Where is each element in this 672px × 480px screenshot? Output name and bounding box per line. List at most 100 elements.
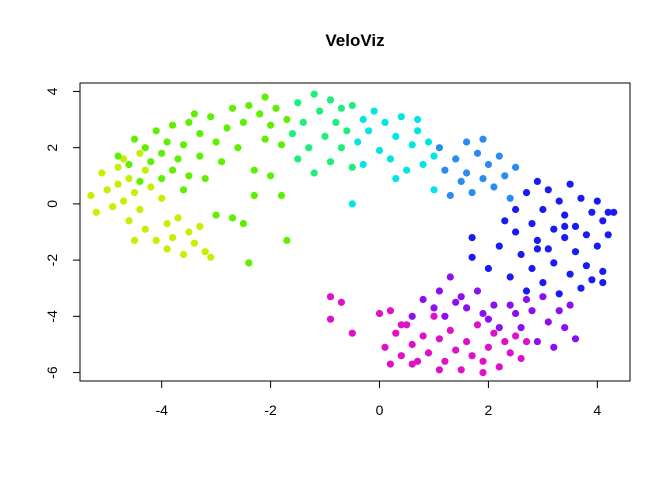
data-point bbox=[125, 217, 133, 225]
data-point bbox=[190, 239, 198, 247]
data-point bbox=[125, 175, 133, 183]
y-tick-label: 2 bbox=[44, 144, 60, 152]
data-point bbox=[544, 318, 552, 326]
data-point bbox=[484, 160, 492, 169]
data-point bbox=[120, 197, 128, 205]
data-point bbox=[468, 189, 476, 197]
data-point bbox=[386, 307, 394, 315]
data-point bbox=[517, 324, 525, 332]
data-point bbox=[239, 220, 247, 228]
data-point bbox=[452, 155, 460, 163]
data-point bbox=[261, 135, 269, 143]
data-point bbox=[163, 220, 171, 228]
data-point bbox=[207, 113, 215, 121]
x-tick-label: 2 bbox=[485, 402, 493, 418]
data-point bbox=[250, 191, 258, 200]
data-point bbox=[473, 321, 482, 329]
data-point bbox=[511, 163, 520, 171]
data-point bbox=[533, 236, 542, 244]
data-point bbox=[381, 118, 389, 126]
data-point bbox=[386, 360, 394, 368]
data-point bbox=[98, 169, 106, 177]
data-point bbox=[501, 172, 509, 180]
data-point bbox=[136, 177, 144, 185]
data-point bbox=[130, 236, 139, 244]
data-point bbox=[582, 231, 591, 239]
data-point bbox=[147, 158, 155, 166]
data-point bbox=[468, 253, 476, 261]
data-point bbox=[201, 175, 209, 183]
y-axis: -6 -4 -2 0 2 4 bbox=[44, 87, 81, 379]
data-point bbox=[533, 245, 542, 253]
data-point bbox=[245, 101, 253, 110]
data-point bbox=[566, 270, 574, 278]
data-point bbox=[414, 115, 422, 124]
data-point bbox=[397, 113, 405, 121]
data-point bbox=[571, 335, 580, 343]
data-point bbox=[539, 279, 547, 287]
data-point bbox=[267, 121, 275, 129]
data-point bbox=[506, 194, 514, 202]
data-point bbox=[163, 245, 171, 253]
data-point bbox=[326, 293, 335, 301]
data-point bbox=[163, 138, 171, 146]
data-point bbox=[310, 90, 318, 98]
data-point bbox=[174, 155, 182, 163]
data-point bbox=[414, 357, 422, 365]
data-point bbox=[179, 141, 188, 149]
data-point bbox=[245, 259, 253, 267]
data-point bbox=[501, 217, 509, 225]
data-point bbox=[174, 214, 182, 222]
data-point bbox=[599, 217, 607, 225]
data-point bbox=[114, 163, 122, 171]
data-point bbox=[283, 115, 291, 124]
data-point bbox=[141, 144, 149, 152]
data-point bbox=[408, 360, 416, 368]
data-point bbox=[392, 175, 400, 183]
data-point bbox=[484, 343, 492, 351]
data-point bbox=[457, 293, 465, 301]
data-point bbox=[103, 186, 111, 194]
y-tick-label: 0 bbox=[44, 200, 60, 208]
data-point bbox=[430, 312, 438, 320]
x-tick-label: -4 bbox=[155, 402, 168, 418]
y-tick-label: -6 bbox=[44, 366, 60, 379]
data-point bbox=[354, 138, 362, 146]
data-point bbox=[141, 225, 149, 233]
data-point bbox=[359, 115, 367, 124]
data-point bbox=[528, 220, 536, 228]
data-point bbox=[550, 343, 558, 351]
data-point bbox=[359, 160, 367, 169]
data-point bbox=[326, 96, 335, 104]
data-point bbox=[179, 250, 188, 259]
data-point bbox=[555, 197, 563, 205]
data-point bbox=[403, 166, 411, 174]
data-point bbox=[430, 152, 438, 160]
data-point bbox=[120, 155, 128, 163]
data-point bbox=[392, 329, 400, 337]
data-point bbox=[87, 191, 95, 200]
data-point bbox=[212, 211, 220, 219]
data-point bbox=[533, 338, 542, 346]
data-point bbox=[479, 175, 487, 183]
data-point bbox=[239, 118, 247, 126]
data-point bbox=[185, 228, 193, 236]
data-point bbox=[326, 315, 335, 323]
data-point bbox=[593, 242, 601, 250]
data-point bbox=[604, 208, 612, 216]
data-point bbox=[484, 264, 492, 273]
data-point bbox=[571, 248, 580, 256]
y-tick-label: 4 bbox=[44, 87, 60, 95]
data-point bbox=[408, 141, 416, 149]
data-point bbox=[463, 338, 471, 346]
data-point bbox=[544, 186, 552, 194]
data-point bbox=[348, 163, 356, 171]
data-point bbox=[397, 352, 405, 360]
data-point bbox=[283, 236, 291, 244]
data-point bbox=[256, 110, 264, 118]
data-point bbox=[348, 101, 356, 110]
data-point bbox=[446, 326, 454, 334]
data-point bbox=[386, 155, 394, 163]
data-point bbox=[479, 135, 487, 143]
data-point bbox=[495, 242, 503, 250]
